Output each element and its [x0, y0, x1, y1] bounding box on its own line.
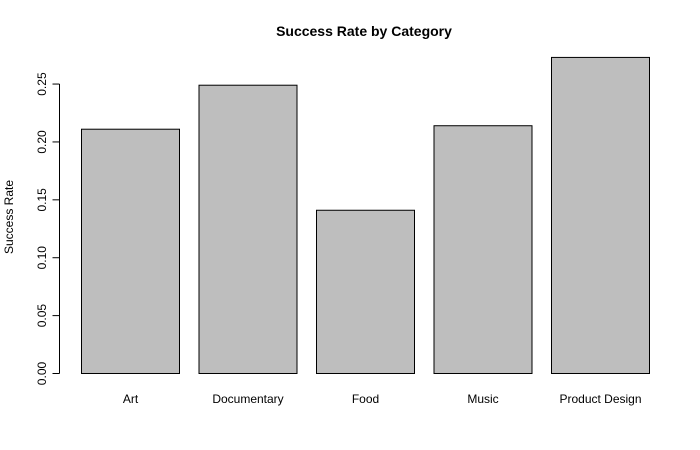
y-tick-label: 0.05	[35, 304, 49, 328]
x-tick-label: Product Design	[559, 392, 641, 406]
y-tick-label: 0.00	[35, 361, 49, 385]
bars-group	[81, 56, 650, 375]
bar	[198, 84, 298, 375]
bar	[316, 209, 415, 374]
x-tick-label: Art	[123, 392, 139, 406]
x-axis-labels: Art Documentary Food Music Product Design	[123, 392, 642, 406]
bar	[81, 128, 180, 374]
y-tick-label: 0.15	[35, 188, 49, 212]
x-tick-label: Music	[467, 392, 498, 406]
y-tick-label: 0.20	[35, 130, 49, 154]
bar	[433, 125, 533, 374]
y-axis: 0.00 0.05 0.10 0.15 0.20 0.25	[35, 72, 60, 385]
x-tick-label: Documentary	[212, 392, 283, 406]
chart-title: Success Rate by Category	[276, 23, 452, 39]
y-tick-label: 0.10	[35, 246, 49, 270]
y-tick-label: 0.25	[35, 72, 49, 96]
y-axis-label: Success Rate	[2, 180, 16, 254]
bar	[551, 56, 650, 375]
x-tick-label: Food	[352, 392, 379, 406]
